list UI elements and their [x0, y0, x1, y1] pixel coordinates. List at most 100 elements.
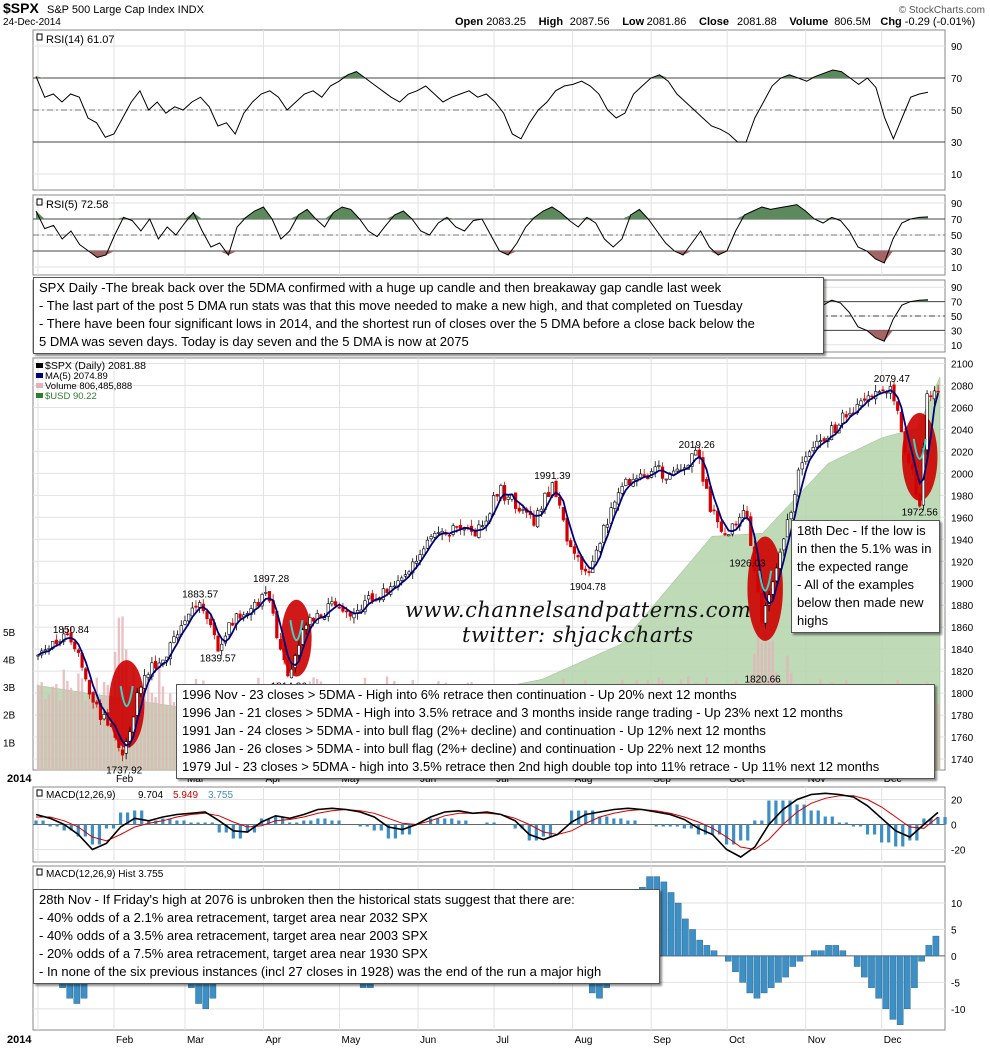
note-dec18-line: below then made new	[797, 595, 924, 610]
macd-histogram-bar	[407, 824, 412, 835]
pattern-marker	[912, 438, 927, 460]
macd-histogram-bar	[288, 822, 292, 825]
candle-body	[198, 602, 202, 608]
x-axis-label: 2014	[7, 773, 32, 785]
macd-hist-bar	[753, 955, 761, 999]
y-tick-label: 1860	[951, 623, 974, 634]
y-tick-label: -20	[951, 846, 966, 857]
macd-hist-bar	[875, 955, 882, 999]
note-dec18: 18th Dec - If the low is in then the 5.1…	[791, 520, 940, 633]
macd-histogram-bar	[802, 804, 806, 825]
macd-histogram-bar	[118, 812, 123, 825]
volume-bar	[69, 687, 73, 770]
candle-body	[289, 668, 294, 679]
header-value-open: 2083.25	[486, 16, 526, 28]
chart-symbol: $SPX	[3, 0, 39, 16]
macd-histogram-bar	[739, 824, 743, 841]
macd-histogram-bar	[203, 822, 207, 825]
macd-line	[35, 792, 939, 858]
candle-body	[311, 617, 316, 622]
candle-body	[815, 440, 819, 448]
macd-histogram-bar	[513, 824, 517, 829]
candle-body	[300, 629, 305, 645]
panel-rsi14: 10 30 50 70 90 RSI(14) 61.07	[32, 29, 963, 191]
macd-histogram-bar	[823, 816, 827, 825]
macd-histogram-bar	[365, 824, 369, 827]
note-dec18-line: the expected range	[797, 559, 909, 574]
candle-body	[536, 510, 540, 528]
y-tick-label: 70	[951, 74, 963, 85]
candle-body	[135, 692, 139, 716]
macd-histogram-bar	[464, 820, 468, 825]
volume-bar	[62, 669, 65, 770]
candle-body	[517, 507, 521, 512]
legend-entry: $USD 90.22	[45, 391, 97, 402]
macd-title: MACD(12,26,9)	[46, 790, 115, 801]
macd-histogram-bar	[689, 824, 693, 829]
volume-bar	[99, 697, 102, 770]
candle-body	[76, 649, 81, 653]
candle-body	[807, 451, 812, 457]
rsi-overbought-fill	[36, 204, 928, 219]
candle-body	[547, 492, 551, 498]
macd-histogram-bar	[668, 824, 672, 827]
candle-body	[624, 479, 628, 486]
candle-body	[690, 453, 694, 467]
candle-body	[694, 449, 698, 456]
candle-body	[84, 668, 88, 680]
candle-body	[583, 568, 588, 572]
candle-body	[333, 601, 338, 606]
candle-body	[796, 469, 801, 497]
y-tick-label: 50	[951, 312, 963, 323]
volume-tick-label: 4B	[3, 655, 16, 666]
candle-body	[598, 543, 602, 552]
candle-body	[818, 440, 823, 442]
y-tick-label: 90	[951, 199, 963, 210]
candle-body	[719, 521, 723, 532]
candle-body	[705, 478, 709, 489]
macd-hist-bar	[839, 950, 847, 957]
x-axis-label: Dec	[884, 774, 902, 785]
macd-hist-bar	[767, 955, 775, 988]
candle-body	[337, 606, 341, 609]
x-axis-label: Mar	[187, 1035, 205, 1046]
candle-body	[381, 588, 385, 601]
price-annotation: 1991.39	[534, 471, 571, 482]
macd-histogram-bar	[224, 824, 228, 833]
macd-histogram-bar	[837, 822, 841, 825]
macd-histogram-bar	[393, 824, 397, 839]
note-dec18-line: highs	[797, 613, 829, 628]
macd-histogram-bar	[548, 824, 553, 837]
macd-histogram-bar	[598, 816, 602, 825]
legend-swatch	[36, 383, 43, 388]
candle-body	[433, 532, 437, 538]
volume-bar	[147, 677, 150, 770]
candle-body	[910, 464, 914, 470]
candle-body	[172, 636, 176, 643]
macd-histogram-bar	[760, 820, 764, 825]
y-tick-label: 1820	[951, 667, 974, 678]
candle-body	[664, 478, 668, 481]
note-nov28-line: - 20% odds of a 7.5% area retracement, t…	[39, 946, 428, 961]
macd-histogram-bar	[851, 824, 856, 827]
macd-histogram-bar	[302, 820, 306, 825]
volume-bar	[102, 681, 106, 770]
candle-body	[712, 509, 716, 512]
macd-histogram-bar	[795, 804, 799, 825]
macd-histogram-bar	[161, 818, 165, 825]
macd-histogram-bar	[386, 824, 390, 839]
macd-histogram-bar	[887, 824, 891, 843]
macd-histogram-bar	[541, 824, 545, 837]
candle-body	[418, 554, 422, 561]
volume-tick-label: 2B	[3, 711, 16, 722]
note-nov28-line: - In none of the six previous instances …	[39, 964, 602, 979]
candle-body	[220, 643, 224, 651]
candle-body	[205, 611, 209, 620]
macd-histogram-bar	[880, 824, 884, 843]
candle-body	[231, 622, 235, 626]
macd-hist-bar	[746, 955, 754, 994]
macd-histogram-bar	[492, 822, 496, 825]
macd-hist-bar	[725, 955, 732, 962]
price-annotation: 1972.56	[902, 508, 939, 519]
candle-body	[484, 520, 488, 526]
